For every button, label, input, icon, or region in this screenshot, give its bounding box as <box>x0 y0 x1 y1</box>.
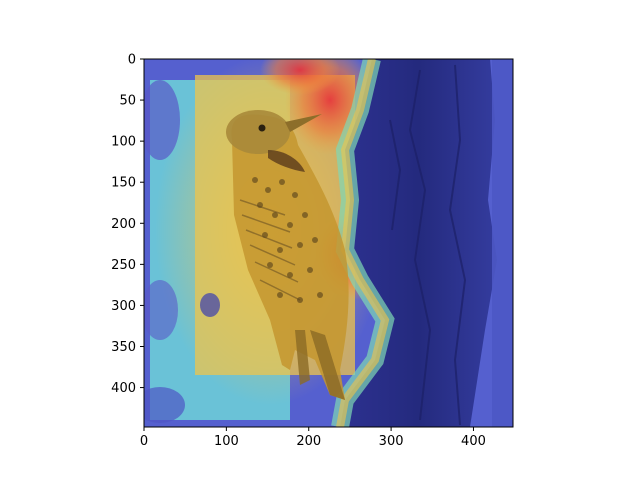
y-tick-label: 350 <box>111 340 136 355</box>
heatmap-image <box>144 59 513 427</box>
x-tick-label: 200 <box>296 434 321 449</box>
x-tick-label: 400 <box>461 434 486 449</box>
y-tick-label: 0 <box>128 53 136 68</box>
x-tick-label: 100 <box>214 434 239 449</box>
y-tick-label: 150 <box>111 176 136 191</box>
y-tick-label: 250 <box>111 258 136 273</box>
y-tick-label: 50 <box>119 94 136 109</box>
y-tick-label: 400 <box>111 381 136 396</box>
y-tick-label: 200 <box>111 217 136 232</box>
y-tick-label: 300 <box>111 299 136 314</box>
bird-shape <box>226 110 349 401</box>
x-axis: 0 100 200 300 400 <box>140 427 486 449</box>
y-axis: 0 50 100 150 200 250 300 350 400 <box>111 53 144 396</box>
x-tick-label: 0 <box>140 434 148 449</box>
y-tick-label: 100 <box>111 135 136 150</box>
x-tick-label: 300 <box>379 434 404 449</box>
plot-frame <box>143 58 514 428</box>
